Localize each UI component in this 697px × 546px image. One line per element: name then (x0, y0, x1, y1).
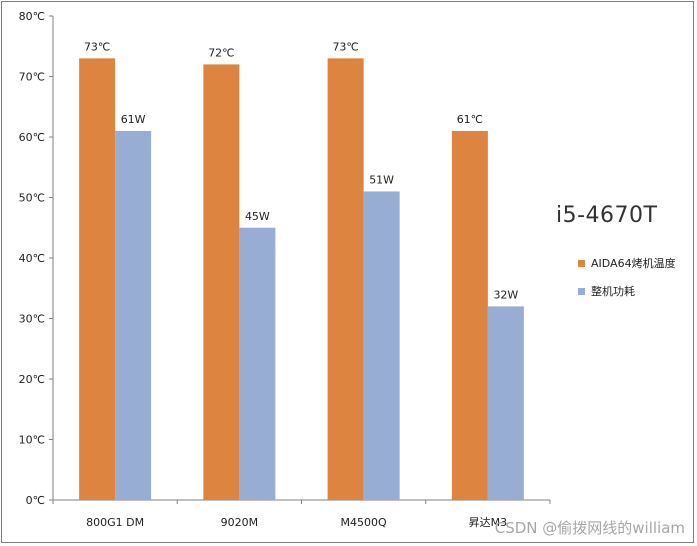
bar-power (239, 227, 276, 500)
legend-swatch-temperature (578, 259, 585, 267)
legend-item-power: 整机功耗 (578, 280, 676, 302)
y-tick-label: 10℃ (19, 434, 45, 447)
data-label: 32W (493, 288, 518, 301)
watermark: CSDN @偷拨网线的william (494, 519, 685, 537)
data-label: 61℃ (457, 113, 483, 126)
bar-power (487, 306, 524, 500)
x-tick-label: 9020M (221, 516, 259, 529)
y-tick-label: 0℃ (26, 494, 45, 507)
data-label: 61W (121, 113, 146, 126)
data-label: 51W (369, 173, 394, 186)
bar-power (363, 191, 400, 500)
legend-item-temperature: AIDA64烤机温度 (578, 252, 676, 274)
y-tick-label: 40℃ (19, 252, 45, 265)
y-tick-label: 30℃ (19, 313, 45, 326)
data-label: 45W (245, 210, 270, 223)
y-tick-label: 60℃ (19, 131, 45, 144)
bar-temperature (451, 130, 488, 500)
legend: AIDA64烤机温度 整机功耗 (578, 252, 676, 308)
y-tick-label: 20℃ (19, 373, 45, 386)
data-label: 73℃ (84, 40, 110, 53)
data-label: 72℃ (208, 46, 234, 59)
legend-label-power: 整机功耗 (591, 285, 635, 298)
bar-temperature (327, 58, 364, 500)
bar-temperature (203, 64, 240, 501)
chart-title: i5-4670T (556, 203, 658, 228)
data-label: 73℃ (332, 40, 358, 53)
legend-label-temperature: AIDA64烤机温度 (591, 257, 676, 270)
x-tick-label: M4500Q (341, 516, 387, 529)
bar-power (115, 130, 152, 500)
y-tick-label: 80℃ (19, 10, 45, 23)
x-tick-label: 昇达M3 (469, 516, 508, 529)
y-tick-label: 50℃ (19, 192, 45, 205)
bar-temperature (79, 58, 116, 500)
legend-swatch-power (578, 287, 585, 295)
y-tick-label: 70℃ (19, 71, 45, 84)
x-tick-label: 800G1 DM (86, 516, 144, 529)
